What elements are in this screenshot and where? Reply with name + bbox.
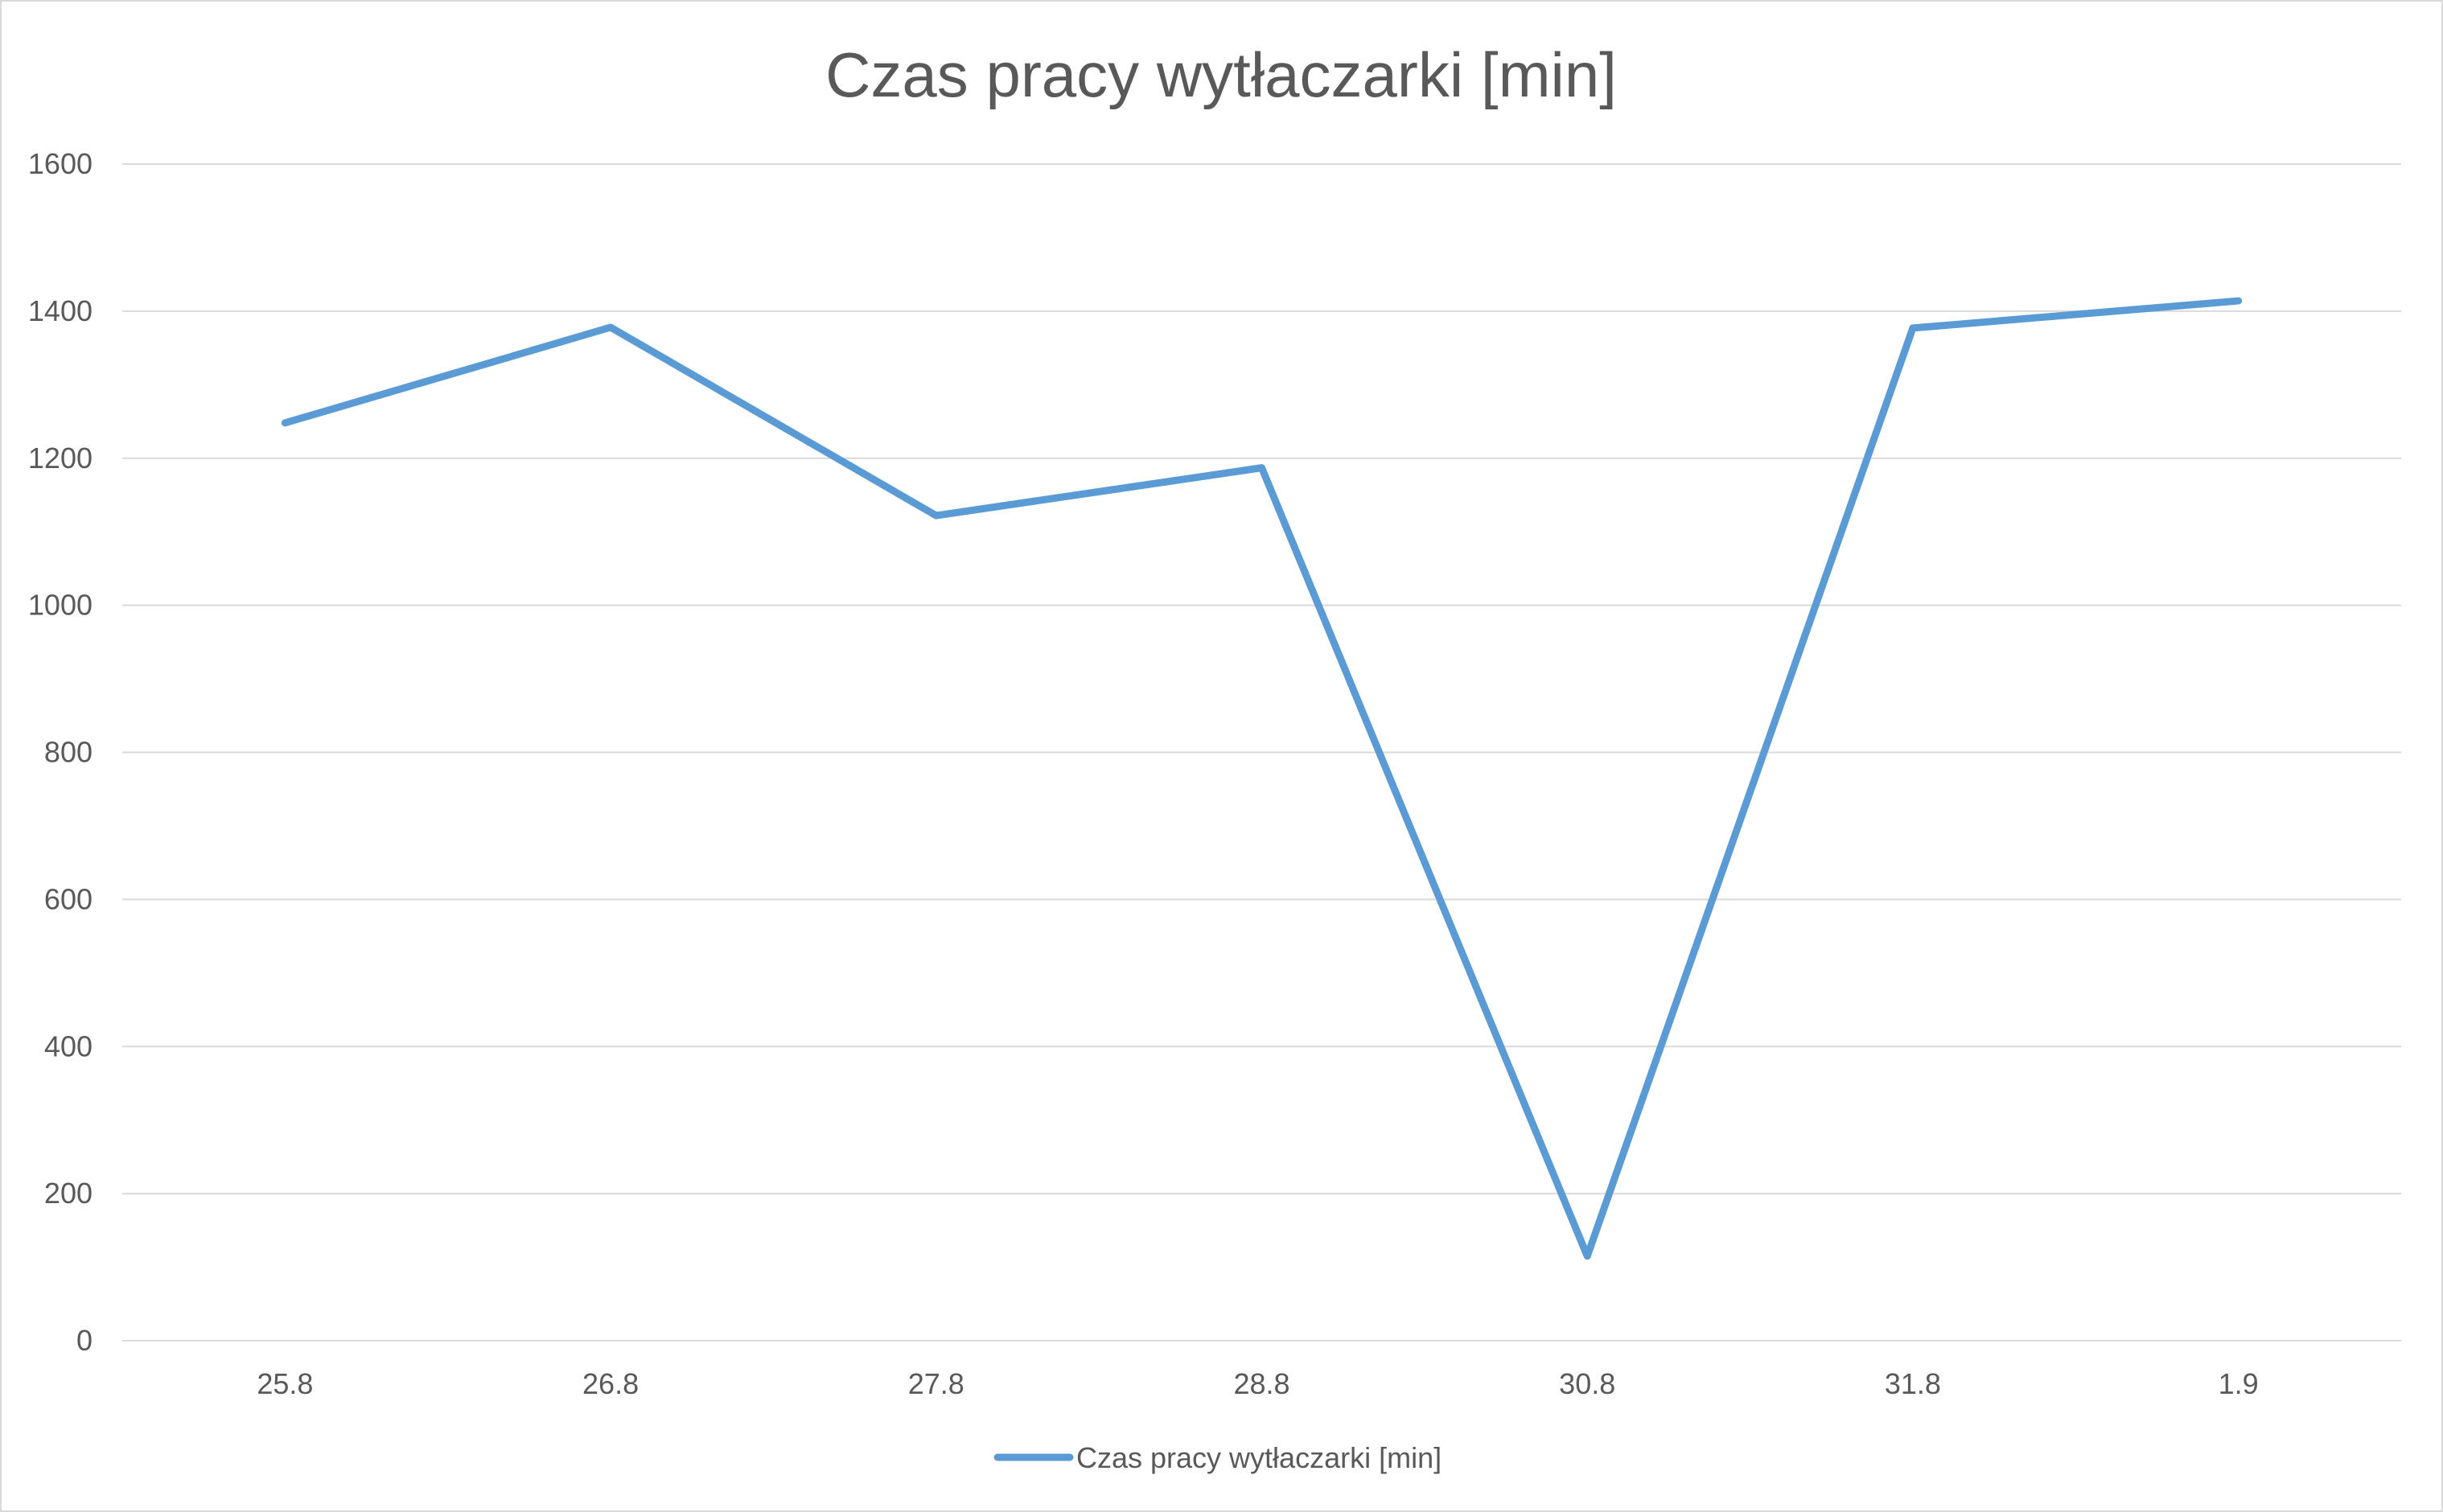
gridlines (122, 163, 2401, 1341)
x-tick-label: 27.8 (908, 1367, 964, 1400)
chart-title: Czas pracy wytłaczarki [min] (825, 39, 1617, 110)
x-axis-ticks: 25.8 26.8 27.8 28.8 30.8 31.8 1.9 (257, 1367, 2258, 1400)
y-tick-label: 1200 (28, 442, 93, 475)
y-tick-label: 200 (44, 1177, 93, 1210)
x-tick-label: 30.8 (1559, 1367, 1615, 1400)
y-tick-label: 1400 (28, 294, 93, 327)
y-tick-label: 1600 (28, 147, 93, 180)
y-tick-label: 800 (44, 736, 93, 769)
data-point (2238, 300, 2239, 302)
y-tick-label: 0 (76, 1324, 93, 1357)
y-tick-label: 400 (44, 1029, 93, 1062)
series-line (281, 297, 2243, 1260)
legend: Czas pracy wytłaczarki [min] (993, 1441, 1442, 1474)
x-tick-label: 31.8 (1885, 1367, 1941, 1400)
y-tick-label: 600 (44, 882, 93, 915)
data-point (610, 327, 611, 328)
series-layer (281, 297, 2243, 1260)
data-point (284, 422, 286, 424)
data-point (936, 515, 937, 516)
legend-label: Czas pracy wytłaczarki [min] (1076, 1441, 1442, 1474)
data-point (1586, 1255, 1588, 1257)
x-tick-label: 1.9 (2219, 1367, 2259, 1400)
y-tick-label: 1000 (28, 589, 93, 622)
x-tick-label: 28.8 (1233, 1367, 1289, 1400)
y-axis-ticks: 0 200 400 600 800 1000 1200 1400 1600 (28, 147, 93, 1357)
x-tick-label: 25.8 (257, 1367, 313, 1400)
data-point (1261, 467, 1263, 469)
x-tick-label: 26.8 (582, 1367, 639, 1400)
data-point (1912, 327, 1914, 329)
